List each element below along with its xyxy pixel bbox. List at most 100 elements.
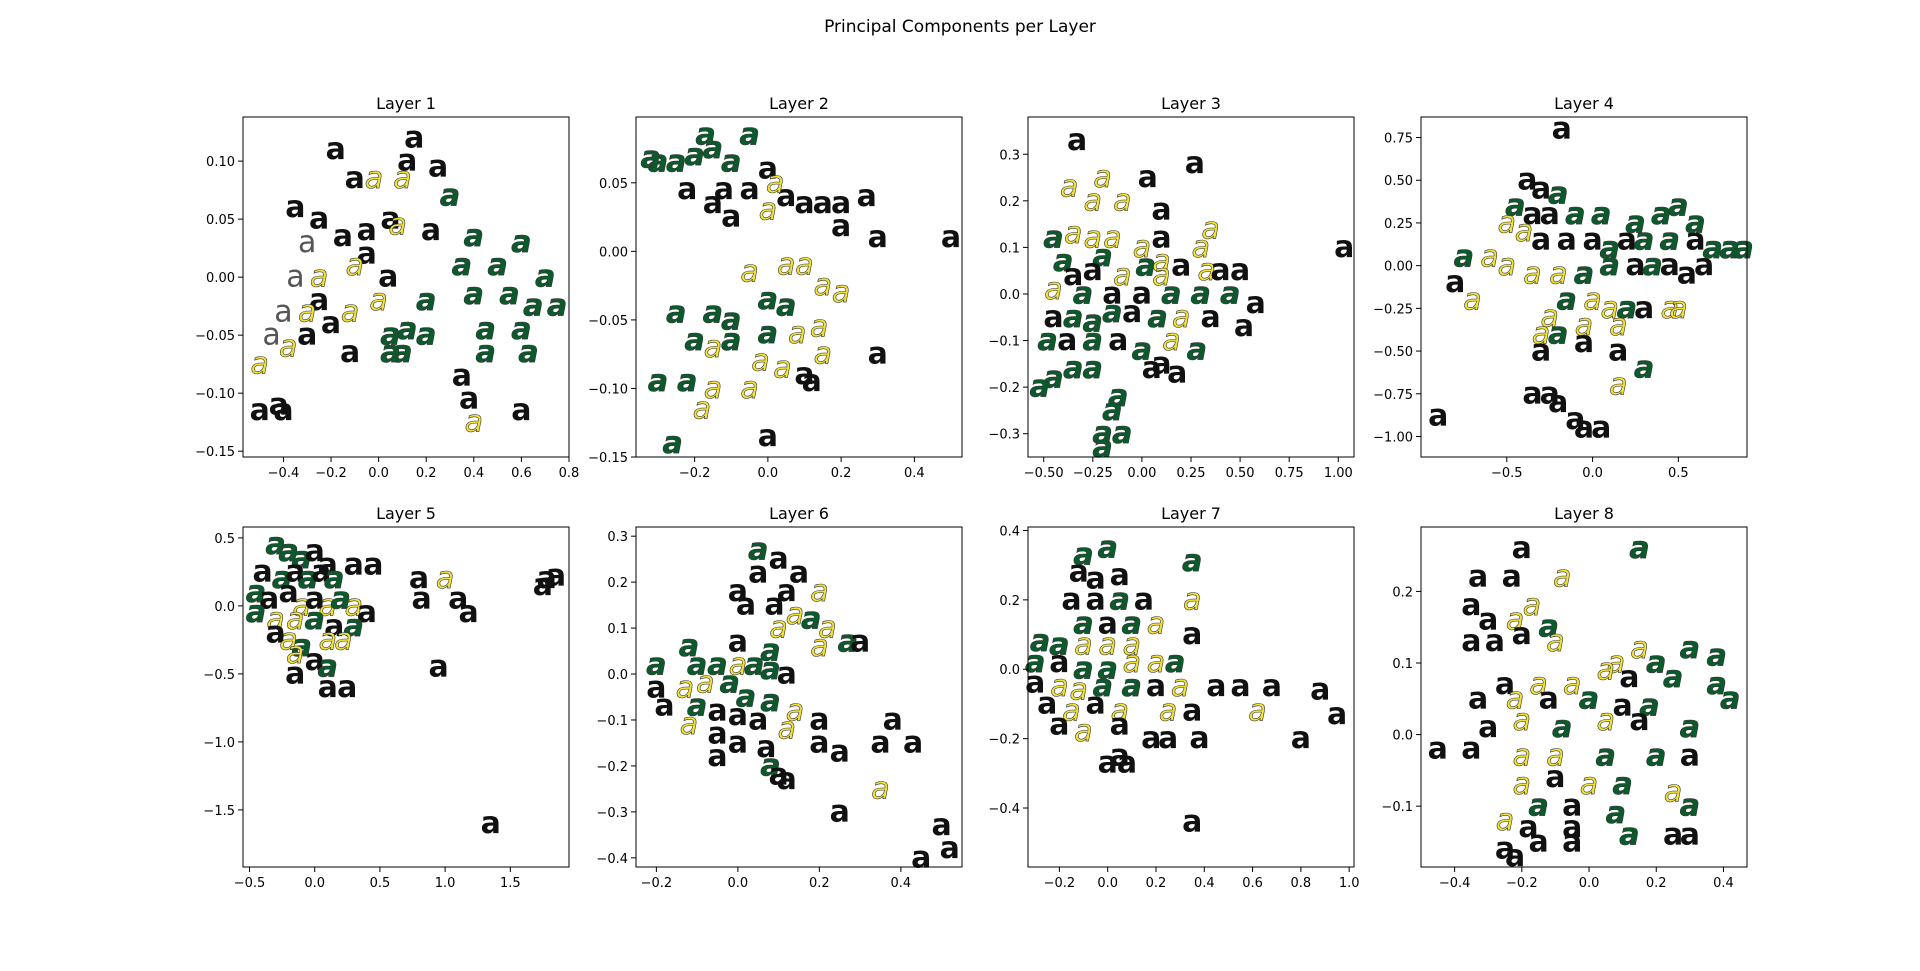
data-point: a	[1612, 767, 1632, 802]
data-point: a	[703, 186, 723, 221]
data-point: a	[1110, 739, 1130, 774]
data-point: a	[684, 138, 704, 173]
data-point: a	[813, 186, 833, 221]
data-point: a	[1151, 193, 1171, 228]
data-point: a	[802, 364, 822, 399]
data-point: a	[1108, 379, 1128, 414]
data-point: a	[1546, 624, 1564, 659]
data-point: a	[1663, 817, 1683, 852]
data-point: a	[810, 629, 828, 664]
y-tick-label: −0.15	[195, 445, 235, 460]
y-tick-label: 0.75	[1384, 132, 1413, 147]
data-point: a	[768, 542, 788, 577]
data-point: a	[272, 561, 292, 596]
y-tick-label: 0.50	[1384, 174, 1413, 189]
data-point: a	[818, 611, 836, 646]
data-point: a	[1574, 257, 1594, 292]
plot-frame	[1420, 526, 1748, 868]
y-tick-label: 0.00	[1384, 260, 1413, 275]
y-tick-label: 0.5	[214, 532, 235, 547]
data-point: a	[1057, 323, 1077, 358]
data-point: a	[648, 364, 668, 399]
data-point: a	[305, 534, 325, 569]
data-point: a	[1083, 304, 1103, 339]
data-point: a	[1680, 739, 1700, 774]
data-point: a	[1565, 402, 1585, 437]
y-tick-label: −0.4	[988, 802, 1020, 817]
x-tick-label: −0.4	[1439, 876, 1471, 891]
data-point: a	[931, 808, 951, 843]
data-point: a	[1083, 323, 1103, 358]
data-point: a	[465, 405, 483, 440]
data-point: a	[292, 541, 312, 576]
data-point: a	[1111, 693, 1129, 728]
data-point: a	[830, 794, 850, 829]
data-point: a	[1098, 745, 1118, 780]
y-tick-label: −0.10	[195, 387, 235, 402]
data-point: a	[1597, 703, 1615, 738]
data-point: a	[831, 209, 851, 244]
x-tick-label: 0.6	[1242, 876, 1263, 891]
data-point: a	[766, 165, 784, 200]
data-point: a	[1189, 721, 1209, 756]
data-point: a	[1478, 603, 1498, 638]
data-point: a	[1132, 277, 1152, 312]
data-point: a	[1498, 205, 1516, 240]
data-point: a	[416, 283, 436, 318]
x-tick-label: −0.2	[1044, 876, 1076, 891]
data-point: a	[740, 371, 758, 406]
data-point: a	[1428, 399, 1448, 434]
y-tick-label: −0.3	[988, 428, 1020, 443]
x-tick-label: 0.75	[1275, 466, 1304, 481]
data-point: a	[739, 172, 759, 207]
data-point: a	[721, 302, 741, 337]
data-point: a	[1506, 681, 1524, 716]
data-point: a	[319, 588, 337, 623]
data-point: a	[1151, 221, 1171, 256]
data-point: a	[1102, 277, 1122, 312]
data-point: a	[1505, 188, 1525, 223]
data-point: a	[1562, 810, 1582, 845]
data-point: a	[428, 650, 448, 685]
data-point: a	[309, 202, 329, 237]
data-point: a	[679, 629, 699, 664]
data-point: a	[278, 534, 298, 569]
y-tick-label: 0.0	[1392, 729, 1413, 744]
data-point: a	[285, 190, 305, 225]
data-point: a	[278, 575, 298, 610]
data-point: a	[1147, 300, 1167, 335]
data-point: a	[1668, 188, 1688, 223]
data-point: a	[1583, 282, 1601, 317]
data-point: a	[518, 335, 538, 370]
data-point: a	[452, 358, 472, 393]
data-point: a	[1210, 253, 1230, 288]
data-point: a	[1478, 710, 1498, 745]
data-point: a	[1522, 197, 1542, 232]
data-point: a	[324, 561, 344, 596]
data-point: a	[810, 574, 828, 609]
data-point: a	[814, 268, 832, 303]
plot-frame	[242, 116, 570, 458]
data-point: a	[1574, 411, 1594, 446]
data-point: a	[1574, 325, 1594, 360]
y-tick-label: −0.3	[596, 806, 628, 821]
y-tick-label: 0.2	[607, 576, 628, 591]
data-point: a	[1113, 258, 1131, 293]
data-point: a	[1060, 169, 1078, 204]
data-point: a	[1445, 265, 1465, 300]
data-point: a	[1546, 739, 1564, 774]
data-point: a	[1454, 240, 1474, 275]
data-point: a	[1502, 560, 1522, 595]
data-point: a	[1025, 666, 1045, 701]
data-point: a	[1629, 531, 1649, 566]
y-tick-label: −0.4	[596, 852, 628, 867]
data-point: a	[1540, 376, 1560, 411]
data-point: a	[1062, 693, 1080, 728]
data-point: a	[1609, 308, 1627, 343]
data-point: a	[1531, 334, 1551, 369]
data-point: a	[714, 172, 734, 207]
y-tick-label: 0.05	[599, 177, 628, 192]
